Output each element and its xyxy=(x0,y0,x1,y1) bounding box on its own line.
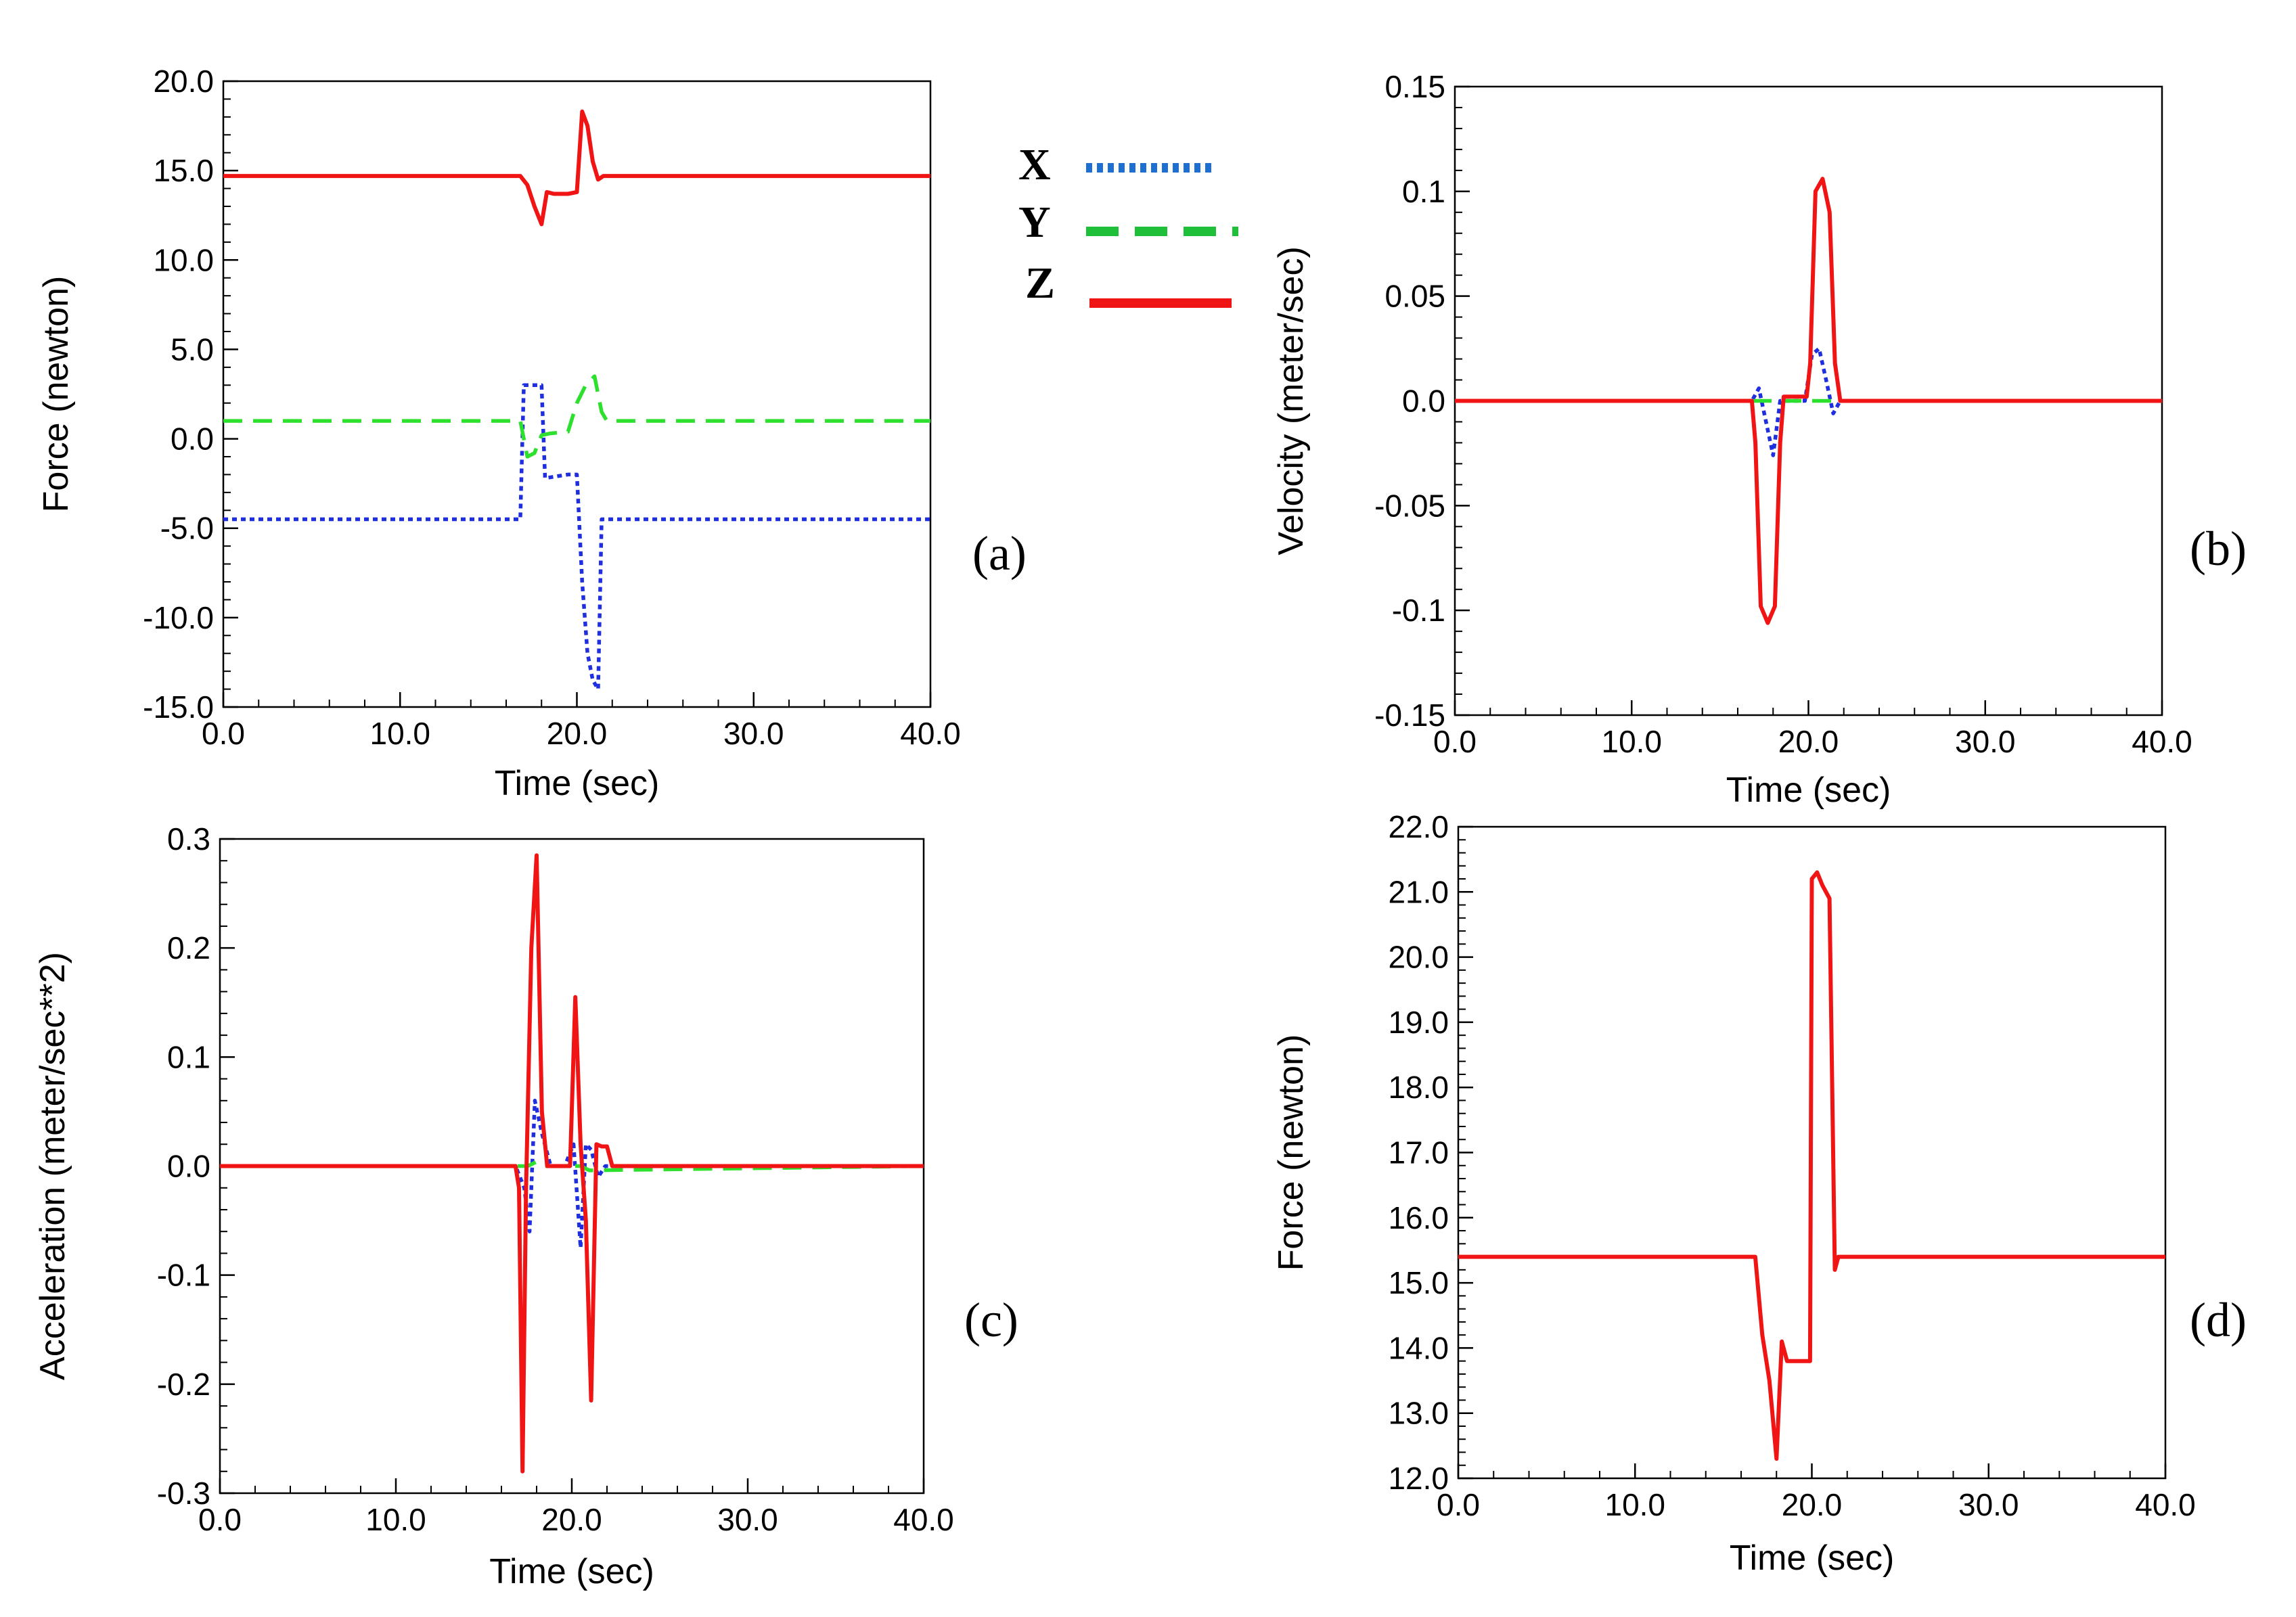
y-tick-label: 14.0 xyxy=(1388,1330,1449,1365)
y-tick-label: 21.0 xyxy=(1388,874,1449,909)
y-tick-label: -0.15 xyxy=(1374,698,1445,733)
y-axis-label: Force (newton) xyxy=(37,276,76,513)
y-tick-label: -0.2 xyxy=(157,1367,210,1402)
y-tick-label: 0.1 xyxy=(1402,174,1445,209)
x-tick-label: 0.0 xyxy=(202,716,245,751)
legend: X Y Z xyxy=(1018,140,1238,308)
y-tick-label: -0.3 xyxy=(157,1476,210,1511)
y-axis-label: Force (newton) xyxy=(1271,1034,1311,1271)
y-axis-label: Acceleration (meter/sec**2) xyxy=(33,952,72,1380)
y-tick-label: 0.0 xyxy=(1402,384,1445,419)
y-tick-label: 5.0 xyxy=(171,332,214,367)
legend-label-x: X xyxy=(1018,140,1051,189)
y-tick-label: -5.0 xyxy=(160,511,214,546)
x-tick-label: 30.0 xyxy=(723,716,784,751)
panel-label-c: (c) xyxy=(964,1293,1018,1347)
plot-area-d: 0.0 10.0 20.0 30.0 40.0 12.0 13.0 14.0 15.0 16.0 1… xyxy=(1271,809,2196,1578)
x-tick-label: 30.0 xyxy=(1958,1487,2019,1522)
x-tick-label: 40.0 xyxy=(900,716,961,751)
y-tick-label: 0.1 xyxy=(167,1039,210,1074)
y-tick-label: 10.0 xyxy=(153,242,214,277)
x-tick-label: 20.0 xyxy=(1782,1487,1843,1522)
panel-c: 0.0 10.0 20.0 30.0 40.0 -0.3 -0.2 -0.1 0.0 0.1 0.2… xyxy=(33,821,1018,1591)
series-x-line xyxy=(1455,346,2162,457)
y-tick-label: 15.0 xyxy=(1388,1265,1449,1300)
x-tick-label: 40.0 xyxy=(2132,724,2192,759)
y-tick-label: 12.0 xyxy=(1388,1461,1449,1496)
series-y-line xyxy=(223,374,930,459)
series-z-line xyxy=(1458,870,2165,1461)
y-tick-label: -10.0 xyxy=(143,600,214,635)
x-axis-label: Time (sec) xyxy=(495,764,660,803)
plot-area-b: 0.0 10.0 20.0 30.0 40.0 -0.15 -0.1 -0.05 0.0 0.05… xyxy=(1271,69,2192,810)
x-tick-label: 40.0 xyxy=(2135,1487,2196,1522)
y-tick-label: -15.0 xyxy=(143,689,214,725)
y-tick-label: 0.3 xyxy=(167,821,210,857)
x-tick-label: 10.0 xyxy=(1601,724,1662,759)
y-tick-label: 0.0 xyxy=(171,422,214,457)
y-tick-label: 13.0 xyxy=(1388,1396,1449,1431)
y-tick-label: 18.0 xyxy=(1388,1070,1449,1105)
y-tick-label: 0.05 xyxy=(1385,279,1445,314)
y-tick-label: 0.2 xyxy=(167,930,210,965)
legend-label-y: Y xyxy=(1018,198,1051,247)
plot-area-a: 0.0 10.0 20.0 30.0 40.0 -15.0 -10.0 -5.0 0.0 5.0 1… xyxy=(37,64,961,803)
panel-label-b: (b) xyxy=(2190,522,2247,576)
series-z-line xyxy=(220,853,924,1474)
x-tick-label: 20.0 xyxy=(1778,724,1839,759)
x-tick-label: 10.0 xyxy=(1604,1487,1665,1522)
y-tick-label: 0.15 xyxy=(1385,69,1445,104)
y-tick-label: 0.0 xyxy=(167,1149,210,1184)
y-tick-label: 17.0 xyxy=(1388,1135,1449,1170)
y-tick-label: -0.1 xyxy=(157,1258,210,1293)
legend-label-z: Z xyxy=(1025,258,1055,308)
y-tick-label: 20.0 xyxy=(1388,940,1449,975)
plot-area-c: 0.0 10.0 20.0 30.0 40.0 -0.3 -0.2 -0.1 0.0 0.1 0.2… xyxy=(33,821,954,1591)
y-tick-label: -0.05 xyxy=(1374,488,1445,523)
x-tick-label: 20.0 xyxy=(541,1502,602,1537)
x-axis-label: Time (sec) xyxy=(1730,1539,1895,1578)
y-tick-label: 22.0 xyxy=(1388,809,1449,844)
x-tick-label: 30.0 xyxy=(717,1502,778,1537)
x-tick-label: 10.0 xyxy=(365,1502,426,1537)
series-x-line xyxy=(223,383,930,691)
x-axis-label: Time (sec) xyxy=(489,1552,654,1591)
panel-b: 0.0 10.0 20.0 30.0 40.0 -0.15 -0.1 -0.05 0.0 0.05… xyxy=(1271,69,2247,810)
y-axis-label: Velocity (meter/sec) xyxy=(1271,246,1311,555)
x-tick-label: 0.0 xyxy=(1437,1487,1480,1522)
x-axis-label: Time (sec) xyxy=(1726,771,1891,810)
x-tick-label: 0.0 xyxy=(1433,724,1477,759)
panel-d: 0.0 10.0 20.0 30.0 40.0 12.0 13.0 14.0 15.0 16.0 1… xyxy=(1271,809,2247,1578)
y-tick-label: 20.0 xyxy=(153,64,214,99)
y-tick-label: 19.0 xyxy=(1388,1005,1449,1040)
series-z-line xyxy=(223,109,930,227)
y-tick-label: -0.1 xyxy=(1392,593,1445,628)
y-tick-label: 15.0 xyxy=(153,153,214,188)
x-tick-label: 20.0 xyxy=(547,716,608,751)
x-tick-label: 30.0 xyxy=(1955,724,2016,759)
y-tick-label: 16.0 xyxy=(1388,1200,1449,1235)
x-tick-label: 0.0 xyxy=(198,1502,242,1537)
x-tick-label: 10.0 xyxy=(369,716,430,751)
panel-label-d: (d) xyxy=(2190,1293,2247,1347)
x-tick-label: 40.0 xyxy=(893,1502,954,1537)
series-z-line xyxy=(1455,177,2162,625)
panel-a: 0.0 10.0 20.0 30.0 40.0 -15.0 -10.0 -5.0 0.0 5.0 1… xyxy=(37,64,1027,803)
panel-label-a: (a) xyxy=(972,526,1027,580)
